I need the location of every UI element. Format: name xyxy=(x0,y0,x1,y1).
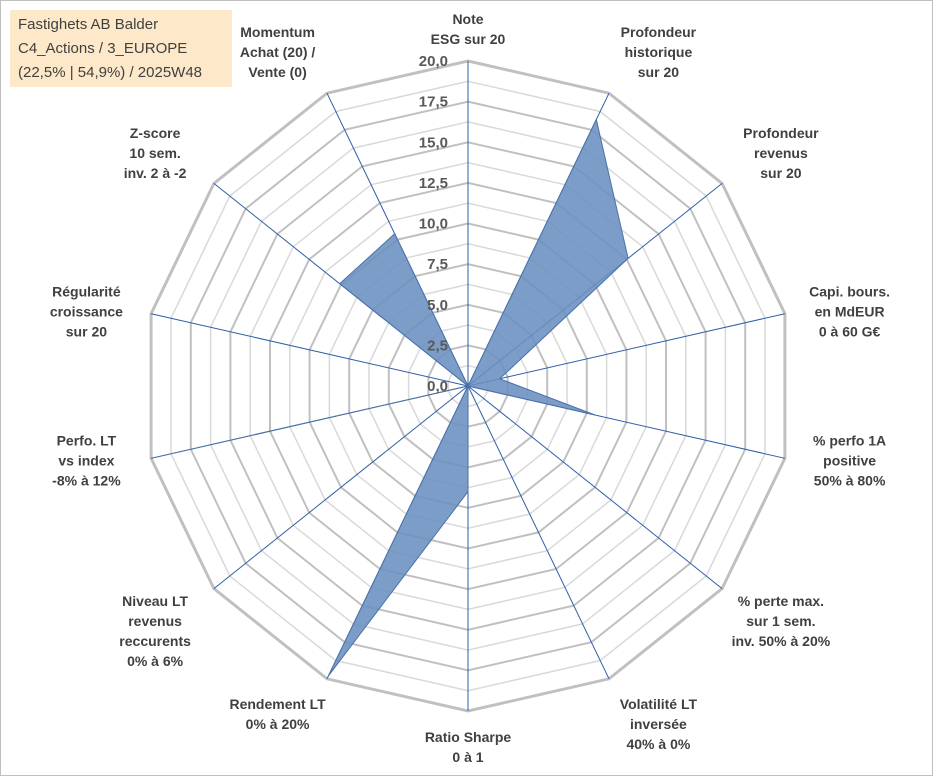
axis-label-line: Achat (20) / xyxy=(240,44,316,60)
axis-label: Ratio Sharpe 0 à 1 xyxy=(425,729,512,765)
axis-label-line: revenus xyxy=(754,145,808,161)
axis-label-line: Capi. bours. xyxy=(809,284,890,300)
axis-spoke xyxy=(467,313,786,387)
axis-label: % perfo 1A positive 50% à 80% xyxy=(813,433,886,489)
axis-label: Perfo. LT vs index -8% à 12% xyxy=(52,433,121,489)
axis-label-line: % perfo 1A xyxy=(813,433,886,449)
axis-label-line: Note xyxy=(452,11,483,27)
axis-label-line: Profondeur xyxy=(621,24,697,40)
info-box: Fastighets AB Balder C4_Actions / 3_EURO… xyxy=(10,10,232,87)
axis-label: Profondeur historique sur 20 xyxy=(621,24,697,80)
axis-label-line: Régularité xyxy=(52,284,121,300)
axis-label-line: 0 à 60 G€ xyxy=(819,324,881,340)
axis-label-line: positive xyxy=(823,453,876,469)
axis-label-line: sur 20 xyxy=(638,64,679,80)
axis-label-line: revenus xyxy=(128,613,182,629)
tick-label: 17,5 xyxy=(419,94,448,111)
axis-label-line: -8% à 12% xyxy=(52,473,121,489)
axis-label-line: Vente (0) xyxy=(248,64,306,80)
info-company: Fastighets AB Balder xyxy=(18,16,159,33)
axis-label-line: % perte max. xyxy=(738,593,824,609)
tick-label: 15,0 xyxy=(419,134,448,151)
tick-label: 0,0 xyxy=(427,378,448,395)
axis-label-line: Rendement LT xyxy=(229,696,326,712)
axis-label: Momentum Achat (20) / Vente (0) xyxy=(240,24,316,80)
axis-label-line: 0% à 6% xyxy=(127,653,184,669)
tick-label: 10,0 xyxy=(419,216,448,233)
axis-label-line: 50% à 80% xyxy=(814,473,886,489)
axis-label-line: Ratio Sharpe xyxy=(425,729,512,745)
axis-label-line: inv. 50% à 20% xyxy=(732,633,831,649)
axis-label-line: croissance xyxy=(50,304,123,320)
axis-label-line: historique xyxy=(625,44,693,60)
axis-label-line: sur 20 xyxy=(66,324,107,340)
tick-label: 12,5 xyxy=(419,175,448,192)
axis-label: Z-score 10 sem. inv. 2 à -2 xyxy=(124,125,187,181)
axis-label-line: vs index xyxy=(58,453,114,469)
info-scores: (22,5% | 54,9%) / 2025W48 xyxy=(18,64,202,81)
axis-label-line: Niveau LT xyxy=(122,593,188,609)
axis-label: Rendement LT 0% à 20% xyxy=(229,696,326,732)
axis-label-line: Volatilité LT xyxy=(620,696,698,712)
axis-label-line: 0 à 1 xyxy=(452,749,483,765)
axis-label-line: sur 1 sem. xyxy=(746,613,815,629)
series-area xyxy=(150,117,629,677)
axis-label-line: 0% à 20% xyxy=(246,716,310,732)
axis-label-line: Momentum xyxy=(240,24,315,40)
axis-label: % perte max. sur 1 sem. inv. 50% à 20% xyxy=(732,593,831,649)
axis-label-line: inv. 2 à -2 xyxy=(124,165,187,181)
axis-spoke xyxy=(213,385,469,589)
info-category: C4_Actions / 3_EUROPE xyxy=(18,40,188,57)
axis-label-line: inversée xyxy=(630,716,687,732)
tick-label: 2,5 xyxy=(427,337,448,354)
axis-label: Niveau LT revenus reccurents 0% à 6% xyxy=(119,593,191,669)
axis-label: Capi. bours. en MdEUR 0 à 60 G€ xyxy=(809,284,890,340)
axis-label: Régularité croissance sur 20 xyxy=(50,284,123,340)
axis-label: Note ESG sur 20 xyxy=(431,11,506,47)
axis-label-line: 10 sem. xyxy=(129,145,180,161)
axis-spoke xyxy=(150,313,469,387)
tick-label: 5,0 xyxy=(427,297,448,314)
axis-label-line: ESG sur 20 xyxy=(431,31,506,47)
axis-spoke xyxy=(467,385,723,589)
axis-label-line: Profondeur xyxy=(743,125,819,141)
axis-label-line: Perfo. LT xyxy=(57,433,117,449)
axis-label-line: en MdEUR xyxy=(815,304,885,320)
axis-label-line: 40% à 0% xyxy=(626,736,690,752)
axis-label: Profondeur revenus sur 20 xyxy=(743,125,819,181)
tick-label: 7,5 xyxy=(427,256,448,273)
axis-label: Volatilité LT inversée 40% à 0% xyxy=(620,696,698,752)
axis-label-line: sur 20 xyxy=(760,165,801,181)
axis-label-line: reccurents xyxy=(119,633,191,649)
axis-label-line: Z-score xyxy=(130,125,181,141)
tick-label: 20,0 xyxy=(419,53,448,70)
axis-spoke xyxy=(467,385,610,680)
